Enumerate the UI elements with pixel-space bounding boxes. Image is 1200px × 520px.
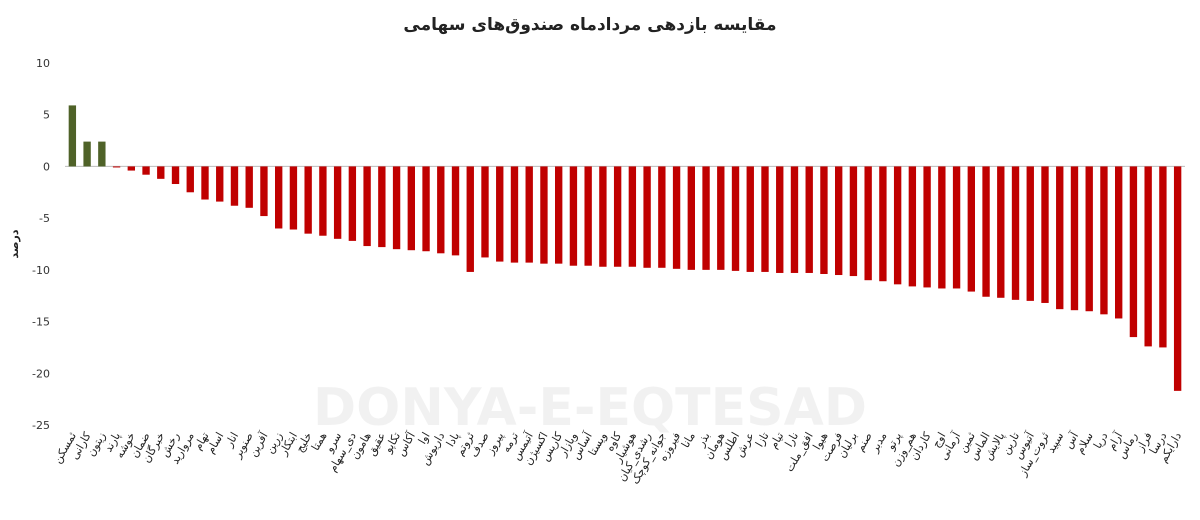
bar (599, 166, 607, 267)
bar (98, 141, 106, 167)
bar (555, 166, 563, 264)
bar (584, 166, 592, 266)
bar (982, 166, 990, 297)
bar (1100, 166, 1108, 315)
bar (260, 166, 268, 217)
y-tick-label: -20 (32, 367, 50, 380)
bar (879, 166, 887, 282)
bar (731, 166, 740, 271)
bar (1085, 166, 1093, 312)
bar (1129, 166, 1138, 338)
bar (805, 166, 813, 273)
bar (142, 166, 150, 175)
x-tick-label: نارا (782, 430, 801, 449)
bar (68, 105, 77, 167)
bar (952, 166, 961, 289)
bar (658, 166, 666, 268)
bar (1115, 166, 1123, 319)
bar (245, 166, 253, 208)
bar (540, 166, 548, 264)
bar (864, 166, 872, 281)
bar (820, 166, 828, 274)
bar (923, 166, 931, 288)
bar (1159, 166, 1167, 348)
bar (510, 166, 519, 263)
y-tick-label: 5 (43, 109, 50, 122)
bar (672, 166, 681, 269)
x-tick-label: تازا (753, 430, 772, 449)
bar (1056, 166, 1064, 310)
x-tick-label: اوا (416, 430, 433, 446)
bar (938, 166, 946, 289)
y-tick-label: -10 (32, 264, 50, 277)
bar (481, 166, 489, 258)
y-tick-label: -15 (32, 316, 50, 329)
bar (1011, 166, 1020, 300)
bar (466, 166, 474, 272)
bar (201, 166, 209, 200)
bar (304, 166, 312, 234)
bar (378, 166, 386, 248)
bar (967, 166, 975, 292)
bar (407, 166, 415, 251)
bar (83, 141, 91, 167)
bar (908, 166, 917, 287)
bar (437, 166, 445, 254)
bar (702, 166, 710, 270)
bar (613, 166, 622, 267)
bar (687, 166, 695, 270)
bar (643, 166, 651, 268)
bar (496, 166, 504, 262)
bar (216, 166, 224, 202)
bar (363, 166, 371, 247)
bar (171, 166, 180, 185)
bar (319, 166, 327, 236)
bar (628, 166, 637, 267)
bar (112, 166, 121, 168)
y-tick-label: 0 (43, 160, 50, 173)
bar (127, 166, 135, 171)
x-tick-label: پادا (444, 430, 462, 449)
bar (849, 166, 858, 277)
y-tick-label: -25 (32, 419, 50, 432)
bar (525, 166, 533, 263)
y-tick-label: 10 (36, 57, 50, 70)
bar (569, 166, 578, 266)
bar (776, 166, 784, 273)
bar (333, 166, 342, 239)
bar (392, 166, 401, 250)
bar (348, 166, 357, 241)
bar (1070, 166, 1079, 311)
y-tick-label: -5 (39, 212, 50, 225)
bar (997, 166, 1005, 298)
bar (186, 166, 194, 193)
bar (289, 166, 298, 230)
bar (230, 166, 239, 206)
bar (790, 166, 799, 273)
y-axis-label: درصد (8, 229, 21, 258)
bar (746, 166, 754, 272)
bar (1041, 166, 1049, 303)
bar (835, 166, 843, 276)
bar (761, 166, 769, 272)
bar (422, 166, 430, 252)
bar (1173, 166, 1182, 391)
bar (1144, 166, 1152, 347)
bar (893, 166, 902, 285)
bar (717, 166, 725, 270)
bar (157, 166, 165, 179)
bar (275, 166, 283, 229)
bar (451, 166, 460, 256)
chart-title: مقایسه بازدهی مردادماه صندوق‌های سهامی (403, 15, 776, 35)
bar (1026, 166, 1034, 301)
watermark: DONYA-E-EQTESAD (313, 378, 867, 438)
